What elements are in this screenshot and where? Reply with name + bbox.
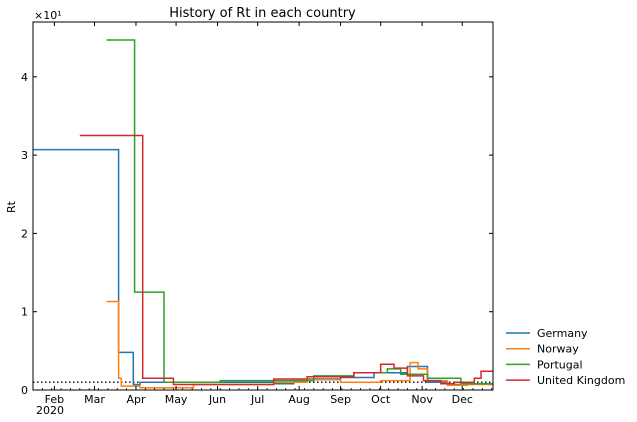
series-group [33, 39, 493, 389]
y-tick-label: 2 [21, 227, 28, 240]
series-line-germany [33, 148, 493, 386]
x-tick-label: Jul [250, 393, 264, 406]
x-tick-label: May [165, 393, 188, 406]
legend-label: Norway [537, 343, 579, 356]
x-tick-label: Mar [84, 393, 105, 406]
x-tick-label: Oct [371, 393, 391, 406]
y-tick-label: 1 [21, 306, 28, 319]
x-tick-label: Nov [411, 393, 433, 406]
x-tick-label: Sep [330, 393, 351, 406]
x-tick-label: Feb [45, 393, 64, 406]
x-tick-label: Jun [208, 393, 226, 406]
plot-frame [32, 21, 494, 391]
y-axis-scale-label: ×10¹ [34, 9, 62, 22]
y-tick-label: 3 [21, 149, 28, 162]
y-tick-label: 4 [21, 71, 28, 84]
legend-label: Portugal [537, 358, 583, 371]
y-tick-label: 0 [21, 384, 28, 397]
series-line-united-kingdom [79, 134, 493, 386]
legend-label: Germany [537, 327, 588, 340]
series-line-portugal [106, 39, 493, 385]
x-tick-label: Apr [126, 393, 146, 406]
tick-group: 0 1 2 3 4 Feb Mar Apr May Jun Jul Aug Sep Oct Nov Dec [21, 22, 493, 406]
x-tick-label: Aug [288, 393, 309, 406]
x-axis-year-label: 2020 [36, 404, 64, 417]
y-axis-label: Rt [5, 200, 18, 213]
chart-title: History of Rt in each country [169, 6, 356, 21]
legend: Germany Norway Portugal United Kingdom [506, 327, 625, 387]
legend-label: United Kingdom [537, 374, 625, 387]
x-tick-label: Dec [452, 393, 473, 406]
